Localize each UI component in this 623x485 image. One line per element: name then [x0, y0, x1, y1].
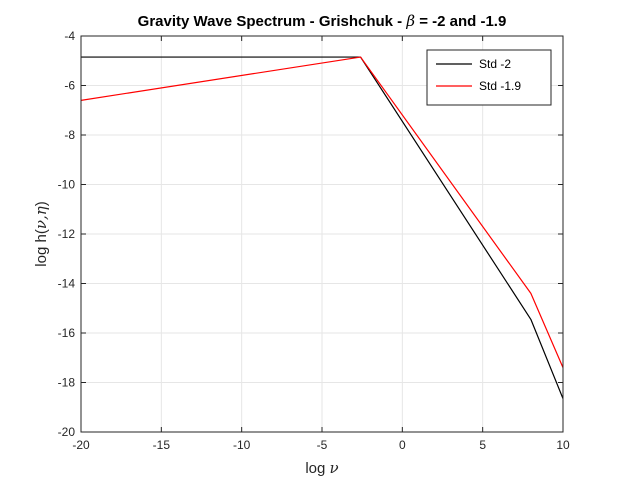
- x-tick-label: 10: [556, 438, 570, 452]
- legend-label-std-2: Std -2: [479, 57, 511, 71]
- y-tick-label: -6: [64, 79, 75, 93]
- y-axis-label: log h(ν,η): [32, 201, 50, 266]
- tick-marks: [80, 35, 564, 433]
- y-tick-label: -18: [58, 376, 76, 390]
- y-tick-label: -20: [58, 425, 76, 439]
- legend-box: [426, 49, 552, 106]
- y-tick-label: -16: [58, 326, 76, 340]
- chart-title: Gravity Wave Spectrum - Grishchuk - β = …: [138, 12, 507, 30]
- x-tick-label: -15: [153, 438, 171, 452]
- x-tick-label: 0: [399, 438, 406, 452]
- y-tick-label: -4: [64, 29, 75, 43]
- y-tick-label: -10: [58, 178, 76, 192]
- legend-label-std-1.9: Std -1.9: [479, 79, 521, 93]
- series-line-std-1.9: [80, 56, 564, 368]
- series-line-std-2: [81, 56, 564, 399]
- y-tick-label: -14: [58, 277, 76, 291]
- x-tick-label: -10: [233, 438, 251, 452]
- legend: Std -2 Std -1.9: [426, 49, 552, 106]
- x-axis-label: log ν: [305, 459, 338, 477]
- x-tick-label: -5: [317, 438, 328, 452]
- x-tick-label: -20: [72, 438, 90, 452]
- y-tick-label: -12: [58, 227, 76, 241]
- x-tick-labels: -20 -15 -10 -5 0 5 10: [72, 438, 570, 452]
- series-lines: [80, 56, 564, 399]
- y-tick-labels: -20 -18 -16 -14 -12 -10 -8 -6 -4: [58, 29, 76, 439]
- y-tick-label: -8: [64, 128, 75, 142]
- x-tick-label: 5: [479, 438, 486, 452]
